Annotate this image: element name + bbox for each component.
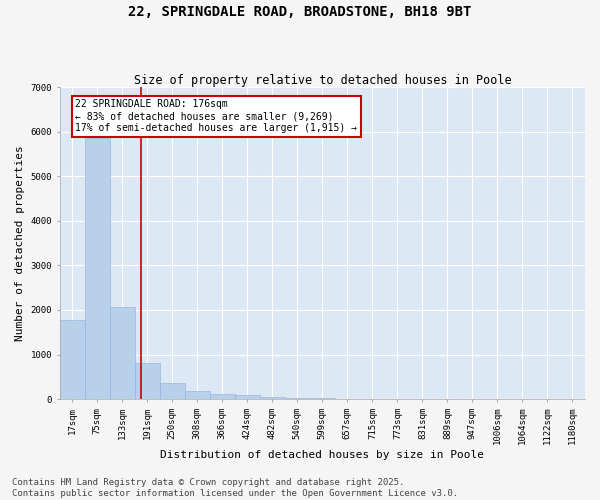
Bar: [310, 398, 335, 399]
Bar: [135, 362, 160, 399]
Bar: [160, 383, 185, 399]
Text: 22, SPRINGDALE ROAD, BROADSTONE, BH18 9BT: 22, SPRINGDALE ROAD, BROADSTONE, BH18 9B…: [128, 5, 472, 19]
Text: Contains HM Land Registry data © Crown copyright and database right 2025.
Contai: Contains HM Land Registry data © Crown c…: [12, 478, 458, 498]
Bar: [285, 398, 310, 399]
Bar: [185, 392, 210, 399]
Bar: [85, 138, 110, 399]
Bar: [235, 395, 260, 399]
Title: Size of property relative to detached houses in Poole: Size of property relative to detached ho…: [134, 74, 511, 87]
Bar: [260, 396, 285, 399]
Text: 22 SPRINGDALE ROAD: 176sqm
← 83% of detached houses are smaller (9,269)
17% of s: 22 SPRINGDALE ROAD: 176sqm ← 83% of deta…: [76, 100, 358, 132]
Y-axis label: Number of detached properties: Number of detached properties: [15, 145, 25, 341]
Bar: [210, 394, 235, 399]
X-axis label: Distribution of detached houses by size in Poole: Distribution of detached houses by size …: [160, 450, 484, 460]
Bar: [110, 307, 135, 399]
Bar: [59, 320, 85, 399]
